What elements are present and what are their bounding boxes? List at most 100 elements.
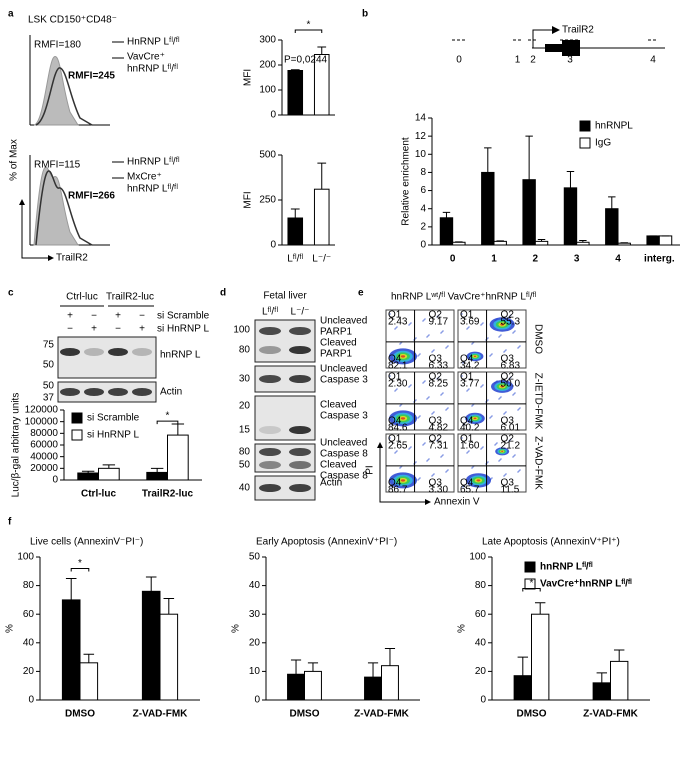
event <box>481 385 483 387</box>
event <box>489 417 491 419</box>
blot <box>254 319 316 363</box>
event <box>426 398 428 400</box>
row-label: Z-VAD-FMK <box>532 436 543 490</box>
band <box>289 426 311 434</box>
row-label: si HnRNP L <box>157 324 209 335</box>
event <box>498 460 500 462</box>
p-value: P=0,0244 <box>284 55 328 66</box>
quadrant-value: 21.2 <box>501 441 521 452</box>
mw-marker: 15 <box>239 425 251 436</box>
quadrant-name: Q1 <box>460 434 474 445</box>
quadrant-value: 34.2 <box>460 361 480 372</box>
event <box>513 393 515 395</box>
event <box>409 447 411 449</box>
event <box>427 459 429 461</box>
y-tick-label: 40 <box>249 580 261 591</box>
event <box>433 473 435 475</box>
treatment-sign: + <box>91 324 97 335</box>
error-bar <box>608 196 616 209</box>
event <box>436 378 438 380</box>
legend-swatch <box>579 137 591 149</box>
bar <box>610 660 629 701</box>
y-tick-label: 20 <box>249 637 261 648</box>
x-tick-label: 1 <box>491 254 497 265</box>
x-tick-label: 4 <box>615 254 621 265</box>
significance-mark: * <box>78 558 82 569</box>
event <box>499 397 501 399</box>
y-tick-label: 20000 <box>30 463 58 474</box>
site-label: 1 <box>515 55 521 66</box>
event <box>441 455 443 457</box>
event <box>438 314 440 316</box>
event <box>462 424 464 426</box>
event <box>409 323 411 325</box>
row-label: DMSO <box>532 324 543 354</box>
quadrant-value: 1.60 <box>460 441 480 452</box>
event <box>400 404 402 406</box>
treatment-sign: − <box>139 311 145 322</box>
quadrant-value: 84.6 <box>388 423 408 434</box>
legend-label: HnRNP Lᶠˡ/ᶠˡ <box>127 37 180 48</box>
density <box>400 355 406 358</box>
event <box>504 350 506 352</box>
y-axis-label: % <box>231 624 242 633</box>
bar <box>592 682 611 701</box>
event <box>466 328 468 330</box>
event <box>461 313 463 315</box>
band <box>259 426 281 434</box>
event <box>472 342 474 344</box>
quadrant-value: 6.01 <box>501 423 521 434</box>
treatment-sign: + <box>67 311 73 322</box>
error-bar <box>163 597 175 615</box>
y-axis-label: % <box>457 624 468 633</box>
bar <box>159 613 179 701</box>
rmfi-control: RMFI=180 <box>34 40 81 51</box>
band <box>259 346 281 354</box>
rmfi-control: RMFI=115 <box>34 160 81 171</box>
band <box>259 375 281 383</box>
x-tick-label: Lᶠˡ/ᶠˡ <box>287 254 303 265</box>
band <box>132 348 152 356</box>
event <box>440 456 442 458</box>
x-tick-label: DMSO <box>517 709 547 720</box>
quadrant-name: Q2 <box>501 372 515 383</box>
band <box>108 348 128 356</box>
band-label: Actin <box>320 478 342 489</box>
event <box>390 486 392 488</box>
bar <box>576 241 590 246</box>
event <box>517 347 519 349</box>
event <box>505 411 507 413</box>
mw-marker: 37 <box>43 393 55 404</box>
lane-label: L⁻/⁻ <box>291 307 310 318</box>
mw-marker: 20 <box>239 401 251 412</box>
event <box>495 443 497 445</box>
event <box>408 324 410 326</box>
event <box>440 332 442 334</box>
rmfi-knockout: RMFI=245 <box>68 71 115 82</box>
event <box>462 362 464 364</box>
event <box>447 469 449 471</box>
event <box>490 416 492 418</box>
event <box>464 484 466 486</box>
event <box>447 345 449 347</box>
axis-arrow <box>21 205 48 259</box>
panel-label: d <box>220 288 226 299</box>
bar <box>61 599 81 701</box>
quadrant-name: Q4 <box>460 416 474 427</box>
band-label: PARP1 <box>320 327 352 338</box>
event <box>514 454 516 456</box>
event <box>419 477 421 479</box>
event <box>461 375 463 377</box>
band <box>259 484 281 492</box>
event <box>509 377 511 379</box>
event <box>400 466 402 468</box>
event <box>389 437 391 439</box>
event <box>512 332 514 334</box>
band <box>84 348 104 356</box>
event <box>424 442 426 444</box>
quadrant-name: Q1 <box>388 434 402 445</box>
quadrant-value: 40.2 <box>460 423 480 434</box>
band <box>60 388 80 396</box>
bar <box>658 235 673 246</box>
